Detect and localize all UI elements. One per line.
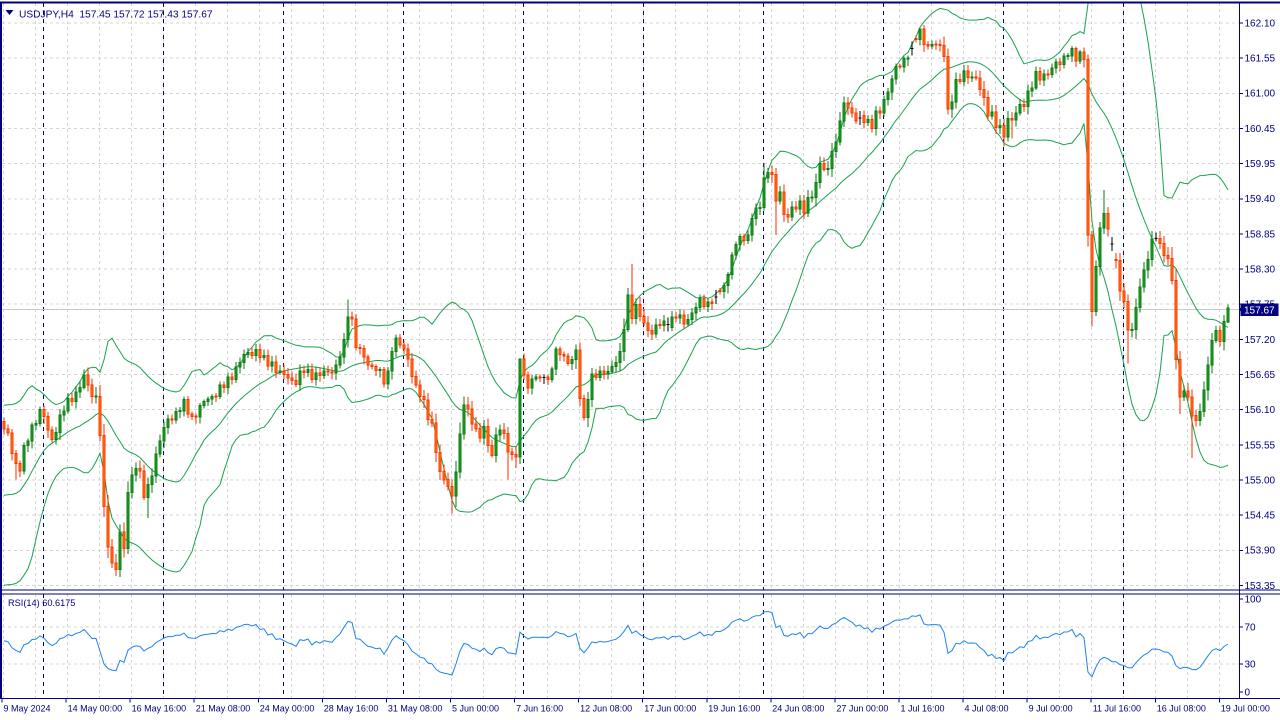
svg-text:1 Jul 16:00: 1 Jul 16:00 bbox=[901, 704, 945, 714]
svg-text:27 Jun 00:00: 27 Jun 00:00 bbox=[836, 704, 888, 714]
svg-text:14 May 00:00: 14 May 00:00 bbox=[68, 704, 123, 714]
svg-text:154.45: 154.45 bbox=[1245, 511, 1276, 522]
svg-text:162.10: 162.10 bbox=[1245, 18, 1276, 29]
svg-text:160.45: 160.45 bbox=[1245, 124, 1276, 135]
svg-text:161.55: 161.55 bbox=[1245, 54, 1276, 65]
svg-text:7 Jun 16:00: 7 Jun 16:00 bbox=[516, 704, 563, 714]
svg-text:153.90: 153.90 bbox=[1245, 546, 1276, 557]
svg-text:9 May 2024: 9 May 2024 bbox=[4, 704, 51, 714]
svg-text:USDJPY,H4 157.45 157.72 157.4: USDJPY,H4 157.45 157.72 157.43 157.67 bbox=[19, 10, 213, 21]
svg-text:5 Jun 00:00: 5 Jun 00:00 bbox=[452, 704, 499, 714]
svg-text:11 Jul 16:00: 11 Jul 16:00 bbox=[1093, 704, 1141, 714]
svg-text:0: 0 bbox=[1245, 687, 1251, 698]
svg-text:12 Jun 08:00: 12 Jun 08:00 bbox=[580, 704, 632, 714]
svg-text:24 Jun 08:00: 24 Jun 08:00 bbox=[772, 704, 824, 714]
svg-text:100: 100 bbox=[1245, 594, 1262, 605]
svg-text:28 May 16:00: 28 May 16:00 bbox=[324, 704, 379, 714]
svg-text:31 May 08:00: 31 May 08:00 bbox=[388, 704, 443, 714]
svg-text:157.67: 157.67 bbox=[1244, 306, 1275, 317]
svg-text:155.55: 155.55 bbox=[1245, 440, 1276, 451]
svg-text:19 Jul 00:00: 19 Jul 00:00 bbox=[1221, 704, 1270, 714]
svg-text:30: 30 bbox=[1245, 660, 1257, 671]
svg-text:153.35: 153.35 bbox=[1245, 581, 1276, 592]
svg-text:155.00: 155.00 bbox=[1245, 475, 1276, 486]
svg-text:156.65: 156.65 bbox=[1245, 370, 1276, 381]
svg-text:70: 70 bbox=[1245, 622, 1257, 633]
svg-text:158.85: 158.85 bbox=[1245, 229, 1276, 240]
svg-text:16 May 16:00: 16 May 16:00 bbox=[132, 704, 187, 714]
svg-text:9 Jul 00:00: 9 Jul 00:00 bbox=[1029, 704, 1073, 714]
svg-text:159.40: 159.40 bbox=[1245, 194, 1276, 205]
svg-text:4 Jul 08:00: 4 Jul 08:00 bbox=[965, 704, 1009, 714]
svg-text:19 Jun 16:00: 19 Jun 16:00 bbox=[708, 704, 760, 714]
svg-text:161.00: 161.00 bbox=[1245, 89, 1276, 100]
svg-text:159.95: 159.95 bbox=[1245, 159, 1276, 170]
svg-text:157.20: 157.20 bbox=[1245, 335, 1276, 346]
svg-text:RSI(14) 60.6175: RSI(14) 60.6175 bbox=[8, 598, 75, 608]
svg-text:17 Jun 00:00: 17 Jun 00:00 bbox=[644, 704, 696, 714]
svg-text:24 May 00:00: 24 May 00:00 bbox=[260, 704, 315, 714]
svg-text:21 May 08:00: 21 May 08:00 bbox=[196, 704, 251, 714]
svg-text:16 Jul 08:00: 16 Jul 08:00 bbox=[1157, 704, 1206, 714]
svg-text:156.10: 156.10 bbox=[1245, 405, 1276, 416]
svg-text:158.30: 158.30 bbox=[1245, 265, 1276, 276]
